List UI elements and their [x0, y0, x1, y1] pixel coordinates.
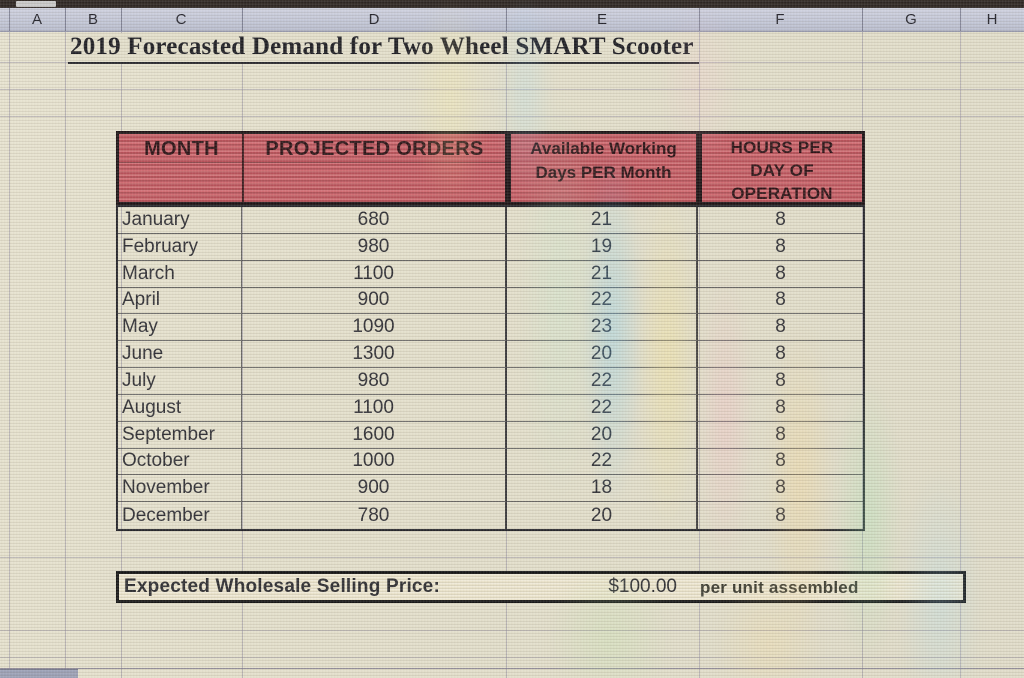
top-bar-highlight: [16, 1, 56, 7]
cell-month[interactable]: December: [118, 502, 242, 529]
cell-days[interactable]: 19: [507, 233, 698, 261]
cell-orders[interactable]: 900: [242, 287, 507, 315]
cell-hours[interactable]: 8: [698, 449, 863, 476]
sheet-title[interactable]: 2019 Forecasted Demand for Two Wheel SMA…: [68, 33, 699, 64]
cell-month[interactable]: April: [118, 287, 242, 315]
cell-orders[interactable]: 1000: [242, 448, 507, 476]
cell-orders[interactable]: 1090: [242, 314, 507, 342]
column-header-f[interactable]: F: [775, 11, 785, 28]
cell-days[interactable]: 22: [507, 394, 698, 422]
cell-hours[interactable]: 8: [698, 475, 863, 503]
cell-hours[interactable]: 8: [698, 341, 863, 368]
column-dividers: [0, 8, 1024, 31]
header-cell-hours-per-day-label: HOURS PER DAY OF OPERATION: [730, 138, 834, 203]
cell-month[interactable]: February: [118, 233, 242, 261]
cell-days[interactable]: 21: [507, 260, 698, 288]
header-cell-hours-per-day[interactable]: HOURS PER DAY OF OPERATION: [699, 131, 865, 205]
cell-hours[interactable]: 8: [698, 314, 863, 342]
window-top-bar: [0, 0, 1024, 8]
cell-month[interactable]: July: [118, 368, 242, 395]
column-header-b[interactable]: B: [87, 11, 98, 28]
cell-orders[interactable]: 1100: [242, 260, 507, 288]
cell-orders[interactable]: 1600: [242, 421, 507, 449]
cell-orders[interactable]: 780: [242, 502, 507, 529]
price-unit-label[interactable]: per unit assembled: [700, 578, 859, 597]
column-header-h[interactable]: H: [986, 11, 998, 28]
header-cell-projected-orders[interactable]: PROJECTED ORDERS: [265, 138, 484, 160]
price-summary-box: Expected Wholesale Selling Price: $100.0…: [116, 571, 966, 603]
price-value[interactable]: $100.00: [608, 576, 677, 597]
cell-month[interactable]: November: [118, 475, 242, 503]
cell-hours[interactable]: 8: [698, 422, 863, 449]
header-cell-working-days-label: Available Working Days PER Month: [530, 139, 677, 182]
cell-orders[interactable]: 900: [242, 475, 507, 503]
cell-days[interactable]: 21: [507, 207, 698, 234]
cell-month[interactable]: June: [118, 341, 242, 368]
cell-hours[interactable]: 8: [698, 234, 863, 261]
bottom-left-fragment: [0, 669, 78, 678]
cell-days[interactable]: 20: [507, 502, 698, 529]
cell-days[interactable]: 23: [507, 314, 698, 342]
cell-hours[interactable]: 8: [775, 504, 786, 526]
cell-days[interactable]: 22: [507, 448, 698, 476]
cell-month[interactable]: September: [118, 421, 242, 449]
column-header-a[interactable]: A: [31, 11, 42, 28]
cell-days[interactable]: 20: [507, 421, 698, 449]
cell-orders[interactable]: 1100: [242, 394, 507, 422]
cell-hours[interactable]: 8: [698, 261, 863, 288]
cell-month[interactable]: August: [118, 394, 242, 422]
forecast-table: January 680 21 8 February 980 19 8 March…: [116, 205, 865, 531]
header-gridline: [119, 162, 505, 163]
column-header-c[interactable]: C: [175, 11, 187, 28]
cell-hours[interactable]: 8: [698, 288, 863, 315]
cell-days[interactable]: 22: [507, 368, 698, 395]
cell-days[interactable]: 20: [507, 341, 698, 368]
cell-month[interactable]: May: [118, 314, 242, 342]
cell-orders[interactable]: 980: [242, 368, 507, 395]
cell-hours[interactable]: 8: [698, 395, 863, 422]
column-header-e[interactable]: E: [596, 11, 607, 28]
column-header-g[interactable]: G: [905, 11, 917, 28]
cell-orders[interactable]: 680: [242, 207, 507, 234]
cell-month[interactable]: October: [118, 448, 242, 476]
header-cell-working-days[interactable]: Available Working Days PER Month: [508, 131, 699, 205]
cell-orders[interactable]: 1300: [242, 341, 507, 368]
price-label[interactable]: Expected Wholesale Selling Price:: [124, 576, 440, 597]
cell-days[interactable]: 22: [507, 287, 698, 315]
column-header-d[interactable]: D: [368, 11, 380, 28]
cell-month[interactable]: January: [118, 207, 242, 234]
cell-orders[interactable]: 980: [242, 233, 507, 261]
table-header-group-month-orders: MONTH PROJECTED ORDERS: [116, 131, 508, 205]
header-cell-month[interactable]: MONTH: [144, 138, 219, 160]
cell-month[interactable]: March: [118, 260, 242, 288]
cell-hours[interactable]: 8: [698, 368, 863, 395]
column-header-strip: A B C D E F G H: [0, 8, 1024, 32]
cell-hours[interactable]: 8: [698, 207, 863, 234]
cell-days[interactable]: 18: [507, 475, 698, 503]
